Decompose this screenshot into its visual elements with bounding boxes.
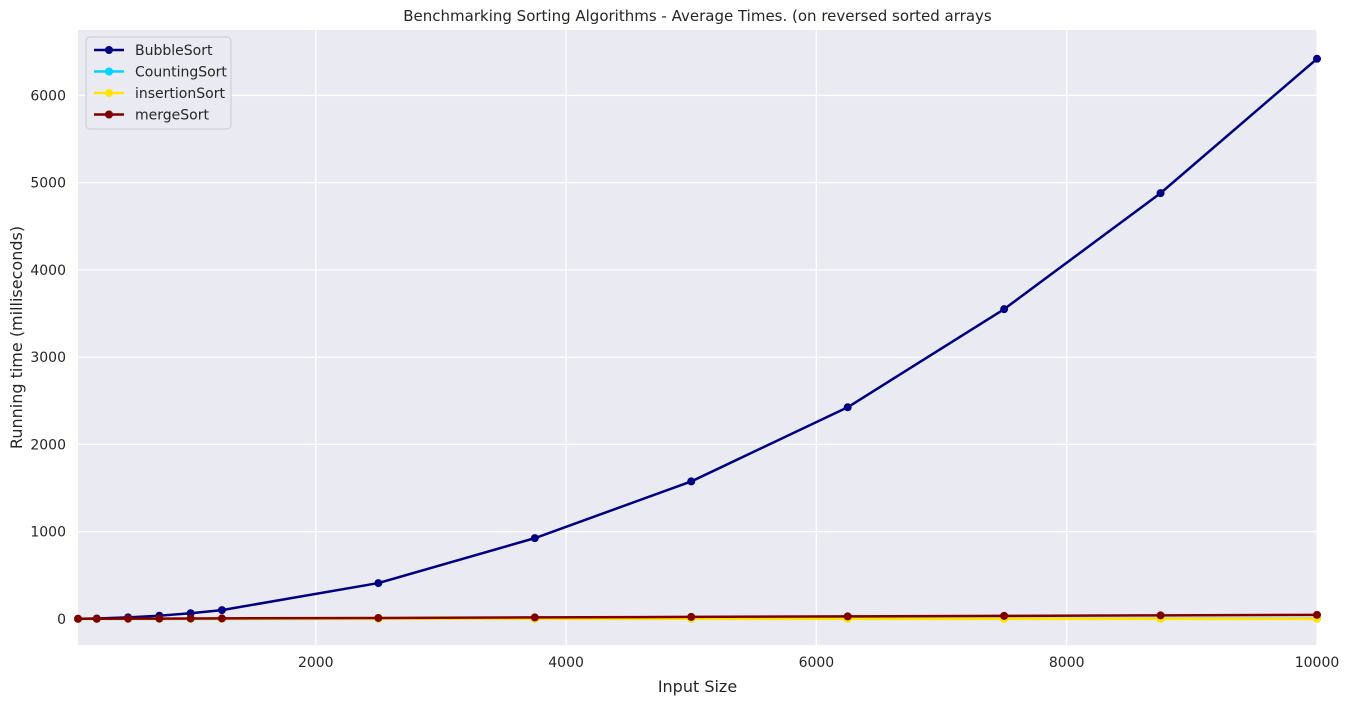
ticks: 2000 4000 6000 8000 10000 0 1000 2000 3000 4000 50…: [30, 88, 1339, 671]
legend-marker: [105, 46, 113, 54]
y-tick-label: 2000: [30, 437, 66, 453]
y-tick-label: 5000: [30, 176, 66, 192]
data-point: [530, 534, 539, 543]
data-point: [124, 614, 133, 623]
data-point: [1000, 611, 1009, 620]
x-tick-label: 6000: [799, 655, 835, 671]
legend-label: mergeSort: [135, 108, 209, 124]
legend-label: CountingSort: [135, 65, 227, 81]
data-point: [217, 606, 226, 615]
x-tick-label: 4000: [548, 655, 584, 671]
series-layer: [74, 54, 1321, 623]
y-axis-label: Running time (milliseconds): [7, 226, 26, 449]
data-point: [74, 614, 82, 623]
data-point: [687, 477, 696, 486]
data-point: [843, 612, 852, 621]
x-tick-label: 10000: [1295, 655, 1340, 671]
x-tick-label: 8000: [1049, 655, 1085, 671]
data-point: [687, 612, 696, 621]
data-point: [1313, 54, 1321, 63]
y-tick-label: 1000: [30, 525, 66, 541]
data-point: [217, 614, 226, 623]
legend-marker: [105, 67, 113, 76]
legend-box: [85, 36, 232, 130]
data-point: [186, 614, 195, 623]
data-point: [155, 614, 164, 623]
legend: BubbleSort CountingSort insertionSort merge…: [85, 36, 232, 130]
chart-title: Benchmarking Sorting Algorithms - Averag…: [403, 7, 992, 25]
x-tick-label: 2000: [298, 655, 334, 671]
legend-marker: [105, 89, 113, 97]
x-axis-label: Input Size: [658, 677, 737, 696]
data-point: [1313, 610, 1321, 619]
data-point: [1156, 189, 1165, 198]
series-mergeSort: [74, 610, 1321, 623]
data-point: [1156, 611, 1165, 620]
data-point: [92, 614, 101, 623]
data-point: [374, 579, 383, 588]
y-tick-label: 6000: [30, 88, 66, 104]
y-tick-label: 3000: [30, 350, 66, 366]
data-point: [843, 403, 852, 412]
y-tick-label: 4000: [30, 263, 66, 279]
y-tick-label: 0: [57, 612, 66, 628]
legend-label: insertionSort: [135, 86, 225, 102]
legend-marker: [105, 110, 113, 119]
data-point: [374, 613, 383, 622]
plot-background: [78, 30, 1317, 645]
legend-label: BubbleSort: [135, 43, 213, 59]
data-point: [1000, 305, 1009, 314]
data-point: [530, 613, 539, 622]
